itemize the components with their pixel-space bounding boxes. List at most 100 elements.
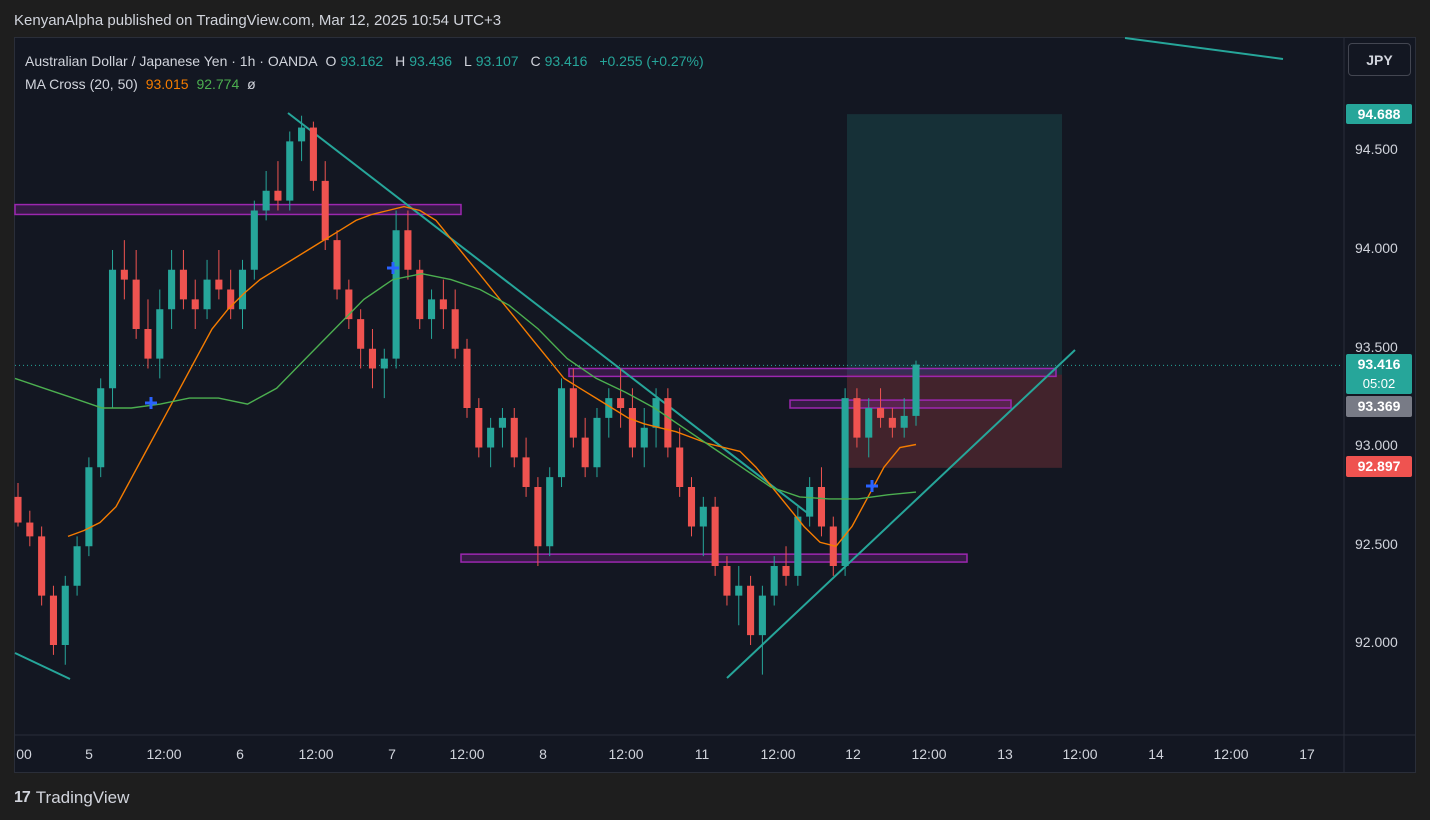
candle-body: [687, 487, 696, 527]
candle-body: [309, 127, 317, 181]
candle-body: [605, 398, 613, 418]
x-tick-label: 12:00: [760, 746, 796, 762]
candle-body: [451, 309, 459, 349]
x-tick-label: 5: [85, 746, 93, 762]
candle-body: [428, 299, 436, 320]
candle-body: [522, 457, 530, 487]
chart-pane[interactable]: [14, 37, 1416, 773]
candle-body: [203, 279, 211, 310]
x-tick-label: 12:00: [298, 746, 334, 762]
open-label: O: [325, 53, 337, 69]
candle-body: [853, 398, 861, 438]
candle-body: [14, 496, 22, 523]
x-tick-label: 12:00: [146, 746, 182, 762]
x-tick-label: 6: [236, 746, 244, 762]
candle-body: [179, 269, 187, 300]
x-tick-label: 13: [997, 746, 1013, 762]
candle-body: [628, 408, 636, 448]
candle-body: [168, 269, 176, 310]
y-tick-label: 93.000: [1355, 437, 1398, 453]
candle-body: [463, 348, 471, 408]
tradingview-footer[interactable]: 17 TradingView: [14, 788, 129, 808]
descending-trendline: [287, 112, 811, 516]
y-tick-label: 93.500: [1355, 339, 1398, 355]
ma-slow-value: 92.774: [196, 76, 240, 92]
x-tick-label: 00: [16, 746, 32, 762]
candle-body: [640, 427, 648, 448]
candle-body: [617, 398, 625, 408]
candle-body: [569, 388, 577, 438]
candle-body: [534, 487, 542, 547]
ma-slow-line: [14, 272, 917, 500]
ma-fast-value: 93.015: [145, 76, 189, 92]
candle-body: [806, 487, 814, 517]
candle-body: [711, 506, 719, 566]
candle-body: [487, 427, 495, 448]
x-tick-label: 8: [539, 746, 547, 762]
lower-left-trendline: [14, 652, 71, 680]
candle-body: [865, 408, 873, 438]
resistance-zone-entry: [789, 399, 1012, 409]
y-tick-label: 92.500: [1355, 536, 1398, 552]
tradingview-wordmark: TradingView: [35, 788, 130, 807]
candle-body: [85, 467, 93, 547]
candle-body: [333, 240, 341, 290]
candle-body: [581, 437, 589, 468]
candle-body: [321, 180, 329, 241]
chart-legend: Australian Dollar / Japanese Yen · 1h · …: [25, 50, 708, 96]
y-tick-label: 94.000: [1355, 240, 1398, 256]
candle-body: [557, 388, 566, 478]
resistance-zone-upper: [14, 203, 462, 216]
candle-body: [794, 516, 802, 576]
candle-body: [49, 595, 57, 645]
high-label: H: [395, 53, 406, 69]
candle-body: [888, 417, 896, 428]
change-value: +0.255 (+0.27%): [599, 53, 704, 69]
candle-body: [404, 230, 412, 270]
candle-body: [108, 269, 117, 389]
candle-body: [510, 417, 518, 458]
low-value: 93.107: [475, 53, 519, 69]
candle-body: [498, 417, 506, 428]
candle-body: [723, 566, 731, 596]
candle-body: [227, 289, 235, 310]
candle-body: [380, 358, 388, 369]
x-tick-label: 12:00: [1062, 746, 1098, 762]
candle-body: [439, 299, 447, 310]
candle-body: [286, 141, 294, 201]
candle-body: [416, 269, 424, 320]
candle-body: [652, 398, 660, 428]
x-tick-label: 12:00: [1213, 746, 1249, 762]
candle-body: [368, 348, 377, 369]
x-tick-label: 12:00: [911, 746, 947, 762]
candle-body: [735, 585, 743, 596]
candle-body: [132, 279, 140, 329]
candle-body: [912, 364, 920, 416]
candle-body: [215, 279, 223, 290]
candle-body: [664, 398, 672, 448]
ohlc-row: Australian Dollar / Japanese Yen · 1h · …: [25, 50, 708, 73]
candle-body: [546, 477, 554, 547]
candle-body: [475, 408, 483, 448]
candle-body: [120, 269, 128, 280]
ma-row: MA Cross (20, 50) 93.015 92.774 ø: [25, 73, 708, 96]
candle-body: [238, 269, 247, 310]
x-tick-label: 14: [1148, 746, 1164, 762]
resistance-zone-mid: [568, 367, 1057, 378]
candle-body: [156, 309, 164, 359]
x-tick-label: 11: [694, 746, 710, 762]
x-tick-label: 7: [388, 746, 396, 762]
candle-body: [392, 230, 400, 359]
loss-zone: [847, 374, 1062, 468]
candle-body: [61, 585, 69, 645]
candle-body: [262, 190, 270, 211]
candle-body: [26, 522, 34, 537]
candle-body: [758, 595, 766, 636]
ma-cross-label[interactable]: MA Cross (20, 50): [25, 76, 138, 92]
currency-button[interactable]: JPY: [1348, 43, 1411, 76]
symbol-label[interactable]: Australian Dollar / Japanese Yen · 1h · …: [25, 53, 318, 69]
candle-body: [250, 210, 258, 270]
bar-countdown: 05:02: [1362, 376, 1396, 391]
candle-body: [345, 289, 353, 320]
